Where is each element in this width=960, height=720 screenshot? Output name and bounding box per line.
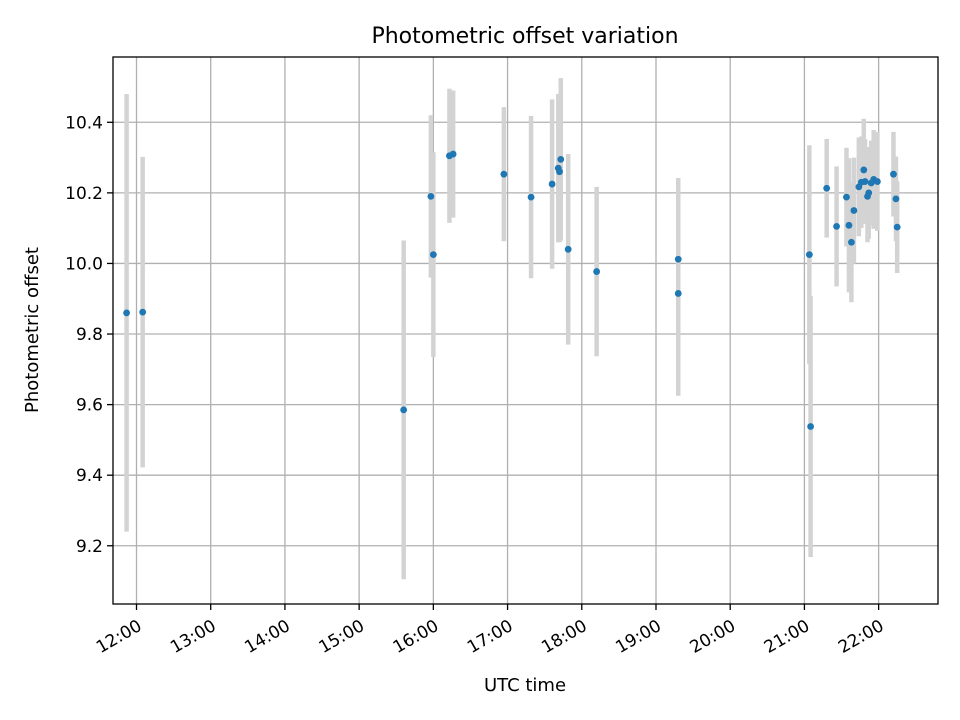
chart-title: Photometric offset variation [371,24,678,49]
x-tick-label: 12:00 [93,616,145,658]
x-tick-layer: 12:00 13:00 14:00 15:00 16:00 17:00 18:00 19:00… [93,604,888,658]
x-tick-label: 17:00 [464,616,516,658]
data-point [548,180,556,188]
data-point [890,170,897,178]
data-point [674,290,682,297]
x-tick-label: 18:00 [538,616,590,658]
data-point [873,178,881,185]
y-tick-label: 9.6 [76,396,103,416]
data-point [861,178,869,185]
data-point [500,170,508,178]
x-tick-label: 20:00 [687,616,739,658]
y-tick-layer: 9.2 9.4 9.6 9.8 10.0 10.2 10.4 [65,113,113,557]
data-point [807,423,815,430]
data-point [564,245,572,253]
errorbar-layer [124,78,900,580]
x-tick-label: 19:00 [612,616,664,658]
data-point [848,238,855,246]
data-point [139,308,147,316]
y-tick-label: 9.2 [76,537,103,557]
x-tick-label: 15:00 [316,616,368,658]
data-point [845,221,853,229]
y-axis-label: Photometric offset [22,247,43,413]
y-tick-label: 10.2 [65,184,103,204]
data-point [429,251,437,259]
data-point [400,406,408,414]
data-point [527,193,535,201]
data-point [427,192,435,200]
data-point [593,268,601,275]
y-tick-label: 9.4 [76,466,103,486]
x-tick-label: 14:00 [241,616,293,658]
x-tick-label: 13:00 [167,616,219,658]
grid-layer [113,57,938,604]
data-point [449,150,457,158]
points-layer [123,150,901,430]
x-tick-label: 22:00 [835,616,887,658]
x-tick-label: 21:00 [761,616,813,658]
y-tick-label: 10.4 [65,113,103,133]
data-point [556,168,563,176]
data-point [893,223,901,231]
data-point [674,255,682,263]
x-axis-label: UTC time [484,675,566,696]
data-point [557,155,565,163]
data-point [892,195,900,203]
data-point [843,193,850,201]
data-point [123,309,131,317]
data-point [823,184,831,192]
plot-frame [112,56,939,605]
y-tick-label: 9.8 [76,325,103,345]
data-point [833,222,840,230]
x-tick-label: 16:00 [390,616,442,658]
data-point [860,166,868,174]
data-point [805,251,813,259]
data-point [865,189,873,197]
data-point [850,207,858,214]
y-tick-label: 10.0 [65,254,103,274]
